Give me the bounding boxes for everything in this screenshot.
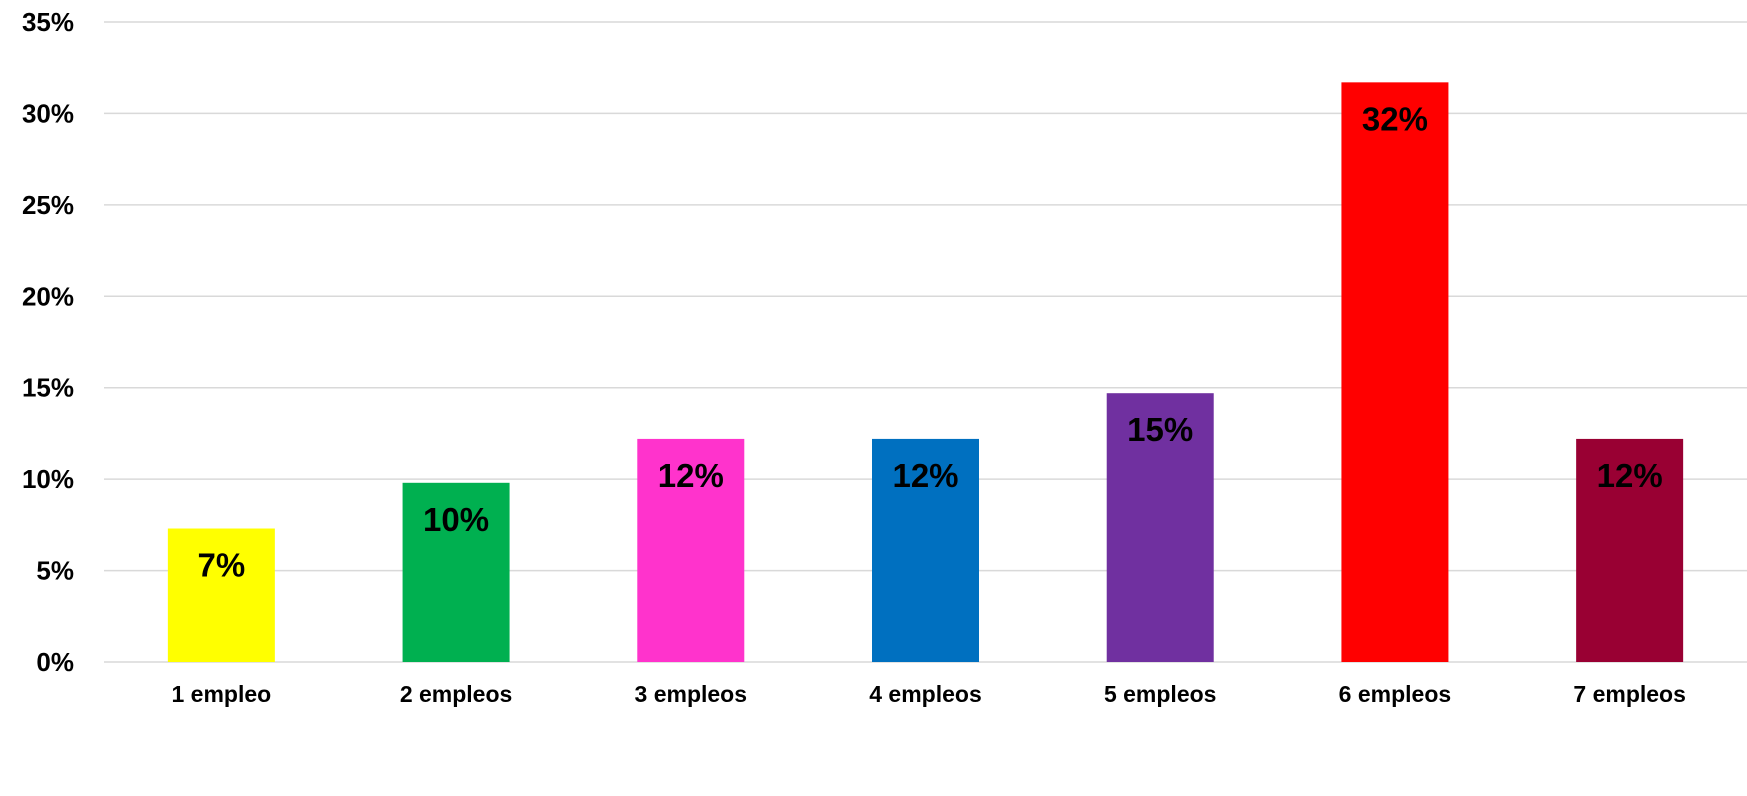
y-tick-label: 5% [36,556,74,586]
x-category-label: 1 empleo [171,681,271,707]
y-tick-label: 0% [36,647,74,677]
bar-1 [167,528,275,662]
data-labels: 7% 10% 12% 12% 15% 32% 12% [198,100,1663,583]
y-tick-label: 25% [22,190,74,220]
x-category-label: 7 empleos [1573,681,1686,707]
x-category-label: 6 empleos [1339,681,1452,707]
x-category-label: 2 empleos [400,681,513,707]
x-category-label: 5 empleos [1104,681,1217,707]
data-label-6: 32% [1362,100,1428,137]
y-axis-ticks: 0% 5% 10% 15% 20% 25% 30% 35% [22,7,74,677]
data-label-4: 12% [892,457,958,494]
y-tick-label: 20% [22,281,74,311]
y-tick-label: 10% [22,464,74,494]
y-tick-label: 30% [22,98,74,128]
data-label-5: 15% [1127,411,1193,448]
bar-3 [637,438,745,662]
bar-6 [1341,82,1449,663]
y-tick-label: 35% [22,7,74,37]
bar-2 [402,482,510,662]
bar-5 [1106,393,1214,662]
data-label-7: 12% [1597,457,1663,494]
y-tick-label: 15% [22,373,74,403]
data-label-2: 10% [423,501,489,538]
x-category-label: 3 empleos [635,681,748,707]
bar-7 [1576,438,1684,662]
bars [167,82,1684,663]
x-axis-categories: 1 empleo 2 empleos 3 empleos 4 empleos 5 emp… [171,681,1685,707]
x-category-label: 4 empleos [869,681,982,707]
data-label-3: 12% [658,457,724,494]
data-label-1: 7% [198,547,246,584]
bar-4 [872,438,979,662]
